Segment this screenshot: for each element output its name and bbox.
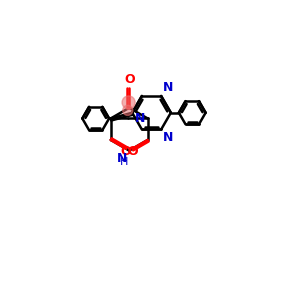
Circle shape <box>122 96 135 109</box>
Circle shape <box>123 105 133 116</box>
Text: O: O <box>120 145 131 158</box>
Text: H: H <box>120 157 128 167</box>
Text: N: N <box>163 131 173 144</box>
Text: O: O <box>124 74 134 86</box>
Text: N: N <box>163 81 173 94</box>
Text: N: N <box>116 152 127 165</box>
Text: N: N <box>135 112 145 125</box>
Text: O: O <box>128 145 138 158</box>
